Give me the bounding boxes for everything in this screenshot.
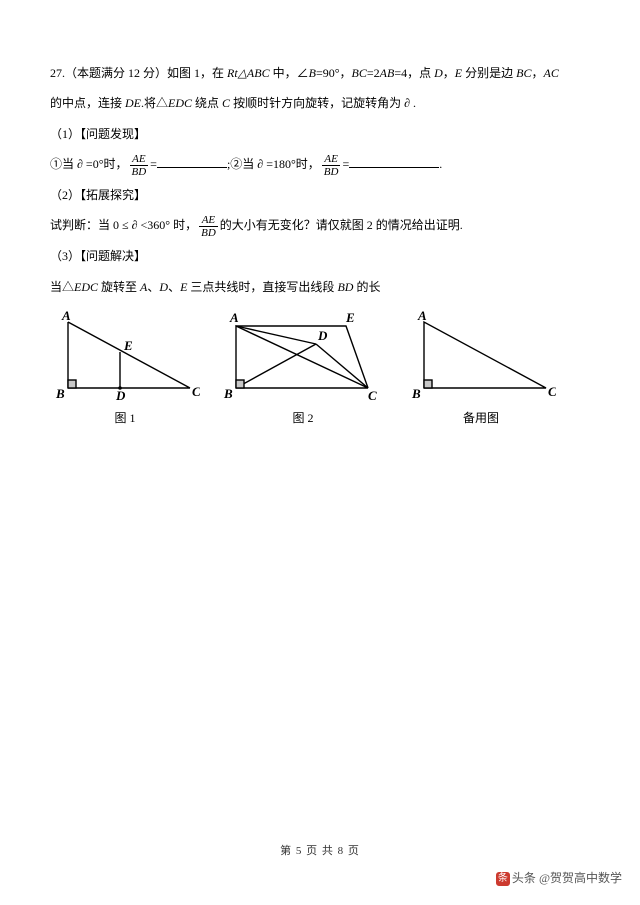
figure-3-caption: 备用图 <box>406 405 556 431</box>
watermark: 条头条 @贺贺高中数学 <box>496 865 622 891</box>
watermark-icon: 条 <box>496 872 510 886</box>
problem-number: 27 <box>50 66 62 80</box>
svg-text:A: A <box>61 308 71 323</box>
watermark-handle: @贺贺高中数学 <box>539 871 622 885</box>
svg-text:E: E <box>345 310 355 325</box>
intro-line-2: 的中点，连接 DE.将△EDC 绕点 C 按顺时针方向旋转，记旋转角为 ∂ . <box>50 90 590 116</box>
part3-title: （3）【问题解决】 <box>50 243 590 269</box>
svg-text:B: B <box>411 386 421 401</box>
figure-1: A B C D E 图 1 <box>50 308 200 431</box>
svg-text:A: A <box>417 308 427 323</box>
problem-body: 27.（本题满分 12 分）如图 1，在 Rt△ABC 中，∠B=90°，BC=… <box>50 60 590 431</box>
fraction-ae-bd: AEBD <box>199 214 218 239</box>
svg-text:C: C <box>368 388 377 403</box>
figures-row: A B C D E 图 1 <box>50 308 590 431</box>
fraction-ae-bd: AEBD <box>130 153 149 178</box>
svg-text:B: B <box>223 386 233 401</box>
part2-question: 试判断：当 0 ≤ ∂ <360° 时，AEBD的大小有无变化？请仅就图 2 的… <box>50 212 590 239</box>
page-footer: 第 5 页 共 8 页 <box>0 839 640 863</box>
figure-3: A B C 备用图 <box>406 308 556 431</box>
blank-2 <box>349 156 439 168</box>
svg-text:A: A <box>229 310 239 325</box>
watermark-prefix: 头条 <box>512 871 536 885</box>
figure-2: A B C D E 图 2 <box>218 308 388 431</box>
svg-text:D: D <box>115 388 126 403</box>
svg-text:D: D <box>317 328 328 343</box>
svg-text:C: C <box>192 384 200 399</box>
part2-title: （2）【拓展探究】 <box>50 182 590 208</box>
svg-text:B: B <box>55 386 65 401</box>
figure-2-caption: 图 2 <box>218 405 388 431</box>
part1-question: ①当 ∂ =0°时，AEBD=;②当 ∂ =180°时，AEBD=. <box>50 151 590 178</box>
intro-line-1: 27.（本题满分 12 分）如图 1，在 Rt△ABC 中，∠B=90°，BC=… <box>50 60 590 86</box>
figure-1-caption: 图 1 <box>50 405 200 431</box>
part3-question: 当△EDC 旋转至 A、D、E 三点共线时，直接写出线段 BD 的长 <box>50 274 590 300</box>
blank-1 <box>157 156 227 168</box>
svg-text:E: E <box>123 338 133 353</box>
fraction-ae-bd: AEBD <box>322 153 341 178</box>
part1-title: （1）【问题发现】 <box>50 121 590 147</box>
svg-text:C: C <box>548 384 556 399</box>
